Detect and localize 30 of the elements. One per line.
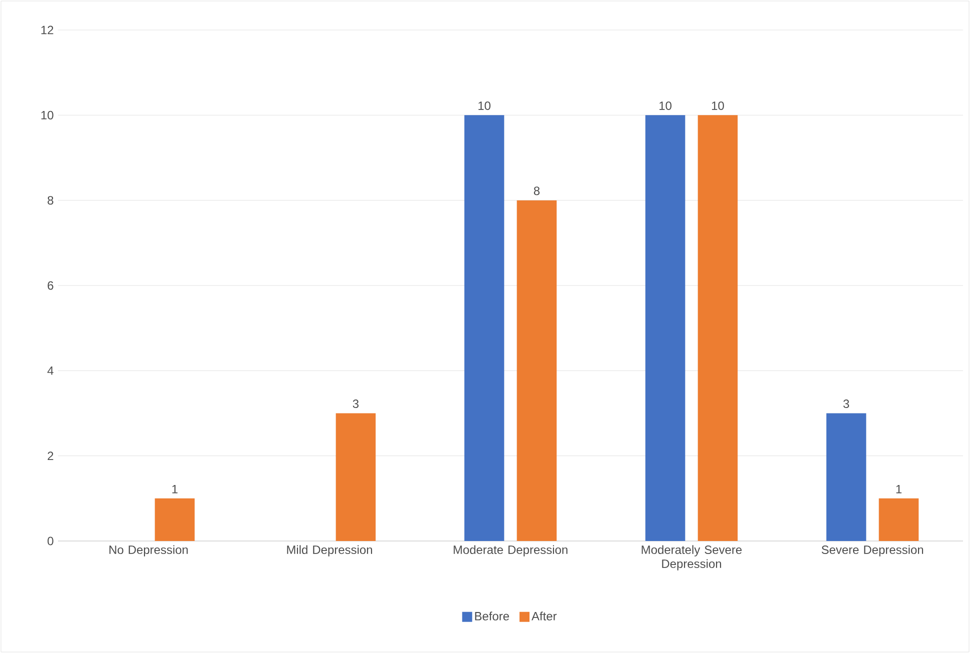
data-label: 10 (478, 101, 490, 110)
data-label: 3 (352, 400, 359, 408)
x-tick-label: Mild Depression (287, 545, 372, 556)
bar (154, 498, 195, 541)
y-tick-label: 2 (48, 452, 54, 460)
data-label: 8 (534, 186, 540, 196)
legend-label: After (532, 612, 557, 620)
data-label: 1 (896, 484, 902, 494)
bar (464, 115, 504, 541)
bar (698, 115, 738, 541)
x-tick-label: No Depression (109, 545, 188, 556)
y-tick-label: 0 (48, 536, 54, 546)
data-label: 10 (660, 101, 672, 110)
data-label: 3 (843, 400, 850, 408)
x-tick-label: Severe Depression (822, 545, 924, 556)
bar (645, 115, 686, 541)
y-tick-label: 12 (41, 26, 54, 34)
x-tick-label: Moderate Depression (454, 545, 568, 556)
data-label: 10 (712, 101, 724, 110)
bar (826, 413, 866, 541)
bar (336, 413, 376, 541)
bar (516, 200, 557, 541)
data-label: 1 (172, 484, 178, 494)
y-tick-label: 8 (48, 196, 54, 205)
legend-label: Before (475, 612, 509, 620)
bar (878, 498, 919, 541)
y-tick-label: 6 (48, 281, 54, 290)
x-tick-label: Moderately Severe Depression (642, 545, 742, 570)
y-tick-label: 4 (47, 366, 54, 375)
y-tick-label: 10 (41, 110, 54, 120)
